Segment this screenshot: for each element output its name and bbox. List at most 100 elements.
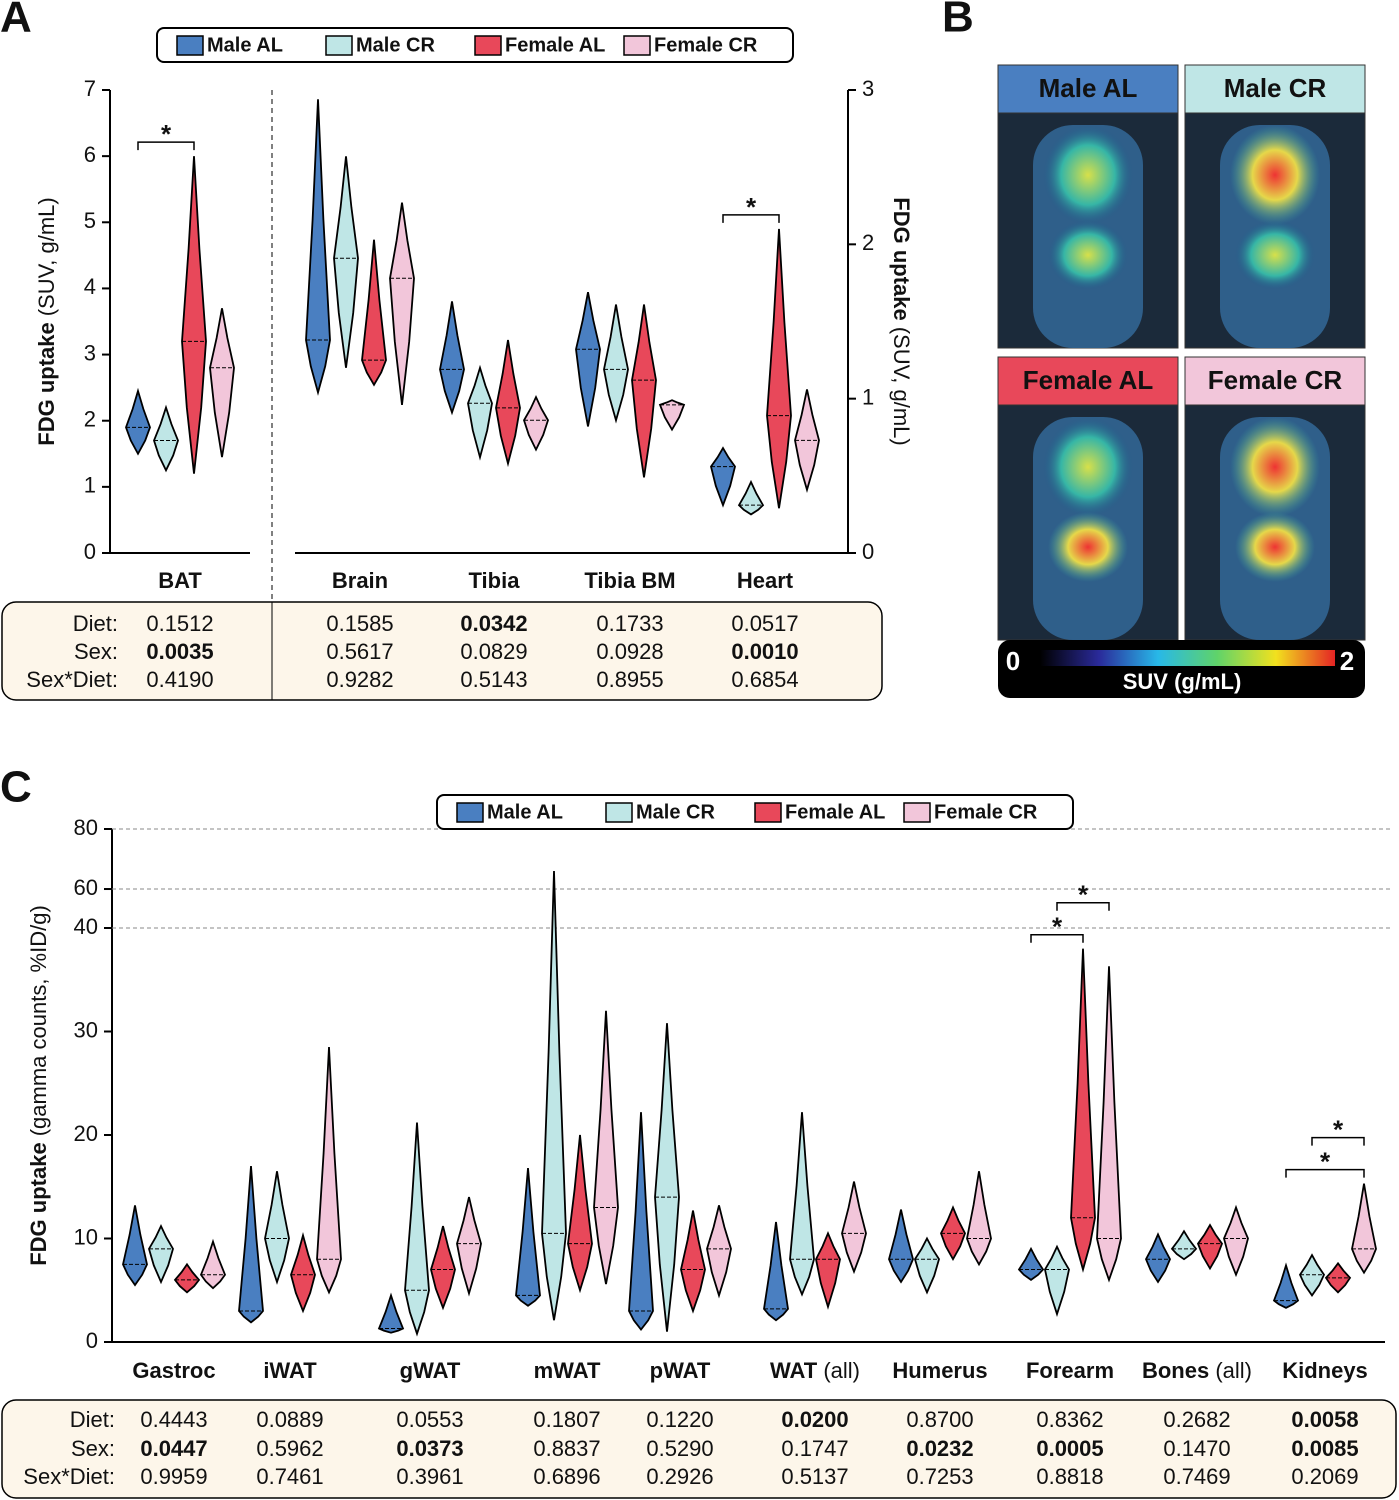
p-value: 0.5290 <box>646 1436 713 1461</box>
x-tick-label: Tibia <box>469 568 521 593</box>
y2-tick-label: 0 <box>862 539 874 564</box>
significance-label: * <box>161 119 172 149</box>
panel-label: A <box>0 0 32 42</box>
y2-tick-label: 1 <box>862 384 874 409</box>
violin <box>658 399 686 432</box>
p-value: 0.7253 <box>906 1464 973 1489</box>
tile-title: Male CR <box>1224 73 1327 103</box>
p-value: 0.0035 <box>146 639 213 664</box>
violin <box>567 1134 593 1294</box>
violin <box>389 202 415 405</box>
colorbar-min: 0 <box>1006 646 1020 676</box>
label-main: Tibia BM <box>584 568 675 593</box>
label-main: Kidneys <box>1282 1358 1368 1383</box>
y-tick-label: 10 <box>74 1224 98 1249</box>
axis-label-bold: FDG uptake <box>26 1142 51 1265</box>
violin <box>209 308 235 458</box>
violin <box>125 387 151 456</box>
violin <box>888 1209 914 1284</box>
label-main: mWAT <box>534 1358 601 1383</box>
violin <box>1298 1253 1326 1298</box>
y-tick-label: 3 <box>84 340 96 365</box>
axis-label-bold: FDG uptake <box>34 322 59 445</box>
y-tick-label: 30 <box>74 1017 98 1042</box>
label-main: Bones <box>1142 1358 1209 1383</box>
violin <box>199 1238 227 1290</box>
violin <box>456 1196 482 1297</box>
violin <box>1351 1183 1377 1275</box>
violin <box>264 1171 290 1285</box>
stats-table <box>1 1399 1397 1499</box>
p-value: 0.6896 <box>533 1464 600 1489</box>
y2-tick-label: 2 <box>862 230 874 255</box>
panel-label: C <box>0 763 32 812</box>
hotspot <box>1230 417 1320 517</box>
p-value: 0.0553 <box>396 1407 463 1432</box>
violin <box>763 1221 789 1322</box>
p-value: 0.7461 <box>256 1464 323 1489</box>
hotspot <box>1230 125 1320 225</box>
violin <box>575 292 601 427</box>
violin <box>430 1225 456 1311</box>
hotspot <box>1043 417 1133 517</box>
violin <box>593 1010 619 1285</box>
label-main: gWAT <box>400 1358 461 1383</box>
violin <box>1272 1262 1300 1309</box>
y-tick-label: 6 <box>84 142 96 167</box>
significance-bracket <box>1056 901 1110 911</box>
violin <box>122 1205 148 1287</box>
significance-bracket <box>1285 1168 1365 1178</box>
p-value: 0.8955 <box>596 667 663 692</box>
p-value: 0.0342 <box>460 611 527 636</box>
p-value: 0.8700 <box>906 1407 973 1432</box>
p-value: 0.9959 <box>140 1464 207 1489</box>
p-value: 0.1733 <box>596 611 663 636</box>
violin <box>914 1236 940 1295</box>
y-tick-label: 4 <box>84 274 96 299</box>
violin <box>680 1210 706 1314</box>
label-main: Tibia <box>469 568 521 593</box>
y-tick-label: 60 <box>74 875 98 900</box>
stats-table <box>1 601 883 701</box>
p-value: 0.0058 <box>1291 1407 1358 1432</box>
violin <box>439 301 465 416</box>
violin <box>710 446 736 508</box>
y-tick-label: 2 <box>84 407 96 432</box>
p-value: 0.0928 <box>596 639 663 664</box>
violin <box>1170 1229 1198 1261</box>
y-tick-label: 7 <box>84 76 96 101</box>
colorbar <box>1040 650 1335 666</box>
label-main: pWAT <box>650 1358 711 1383</box>
panel-label: B <box>942 0 974 42</box>
p-value: 0.0373 <box>396 1436 463 1461</box>
violin <box>706 1205 732 1299</box>
legend-label: Male CR <box>356 34 435 56</box>
violin <box>1223 1204 1249 1278</box>
p-value: 0.5137 <box>781 1464 848 1489</box>
violin <box>495 339 521 468</box>
p-value: 0.4190 <box>146 667 213 692</box>
legend-label: Female CR <box>934 801 1038 823</box>
violin <box>737 479 765 516</box>
violin <box>1017 1246 1045 1282</box>
tile-header <box>997 356 1179 406</box>
x-tick-label: BAT <box>158 568 202 593</box>
axis-label-bold: FDG uptake <box>889 197 914 320</box>
p-value: 0.2926 <box>646 1464 713 1489</box>
violin <box>515 1168 541 1307</box>
p-value: 0.1220 <box>646 1407 713 1432</box>
x-tick-label: WAT (all) <box>770 1358 860 1383</box>
p-value: 0.1512 <box>146 611 213 636</box>
violin <box>1044 1244 1070 1317</box>
y-tick-label: 0 <box>84 539 96 564</box>
p-value: 0.1585 <box>326 611 393 636</box>
x-tick-label: Gastroc <box>132 1358 215 1383</box>
violin <box>316 1046 342 1295</box>
x-tick-label: pWAT <box>650 1358 711 1383</box>
p-value: 0.0889 <box>256 1407 323 1432</box>
x-tick-label: mWAT <box>534 1358 601 1383</box>
p-value: 0.5962 <box>256 1436 323 1461</box>
label-main: iWAT <box>263 1358 317 1383</box>
legend-swatch <box>176 35 204 56</box>
label-note: (all) <box>817 1358 860 1383</box>
